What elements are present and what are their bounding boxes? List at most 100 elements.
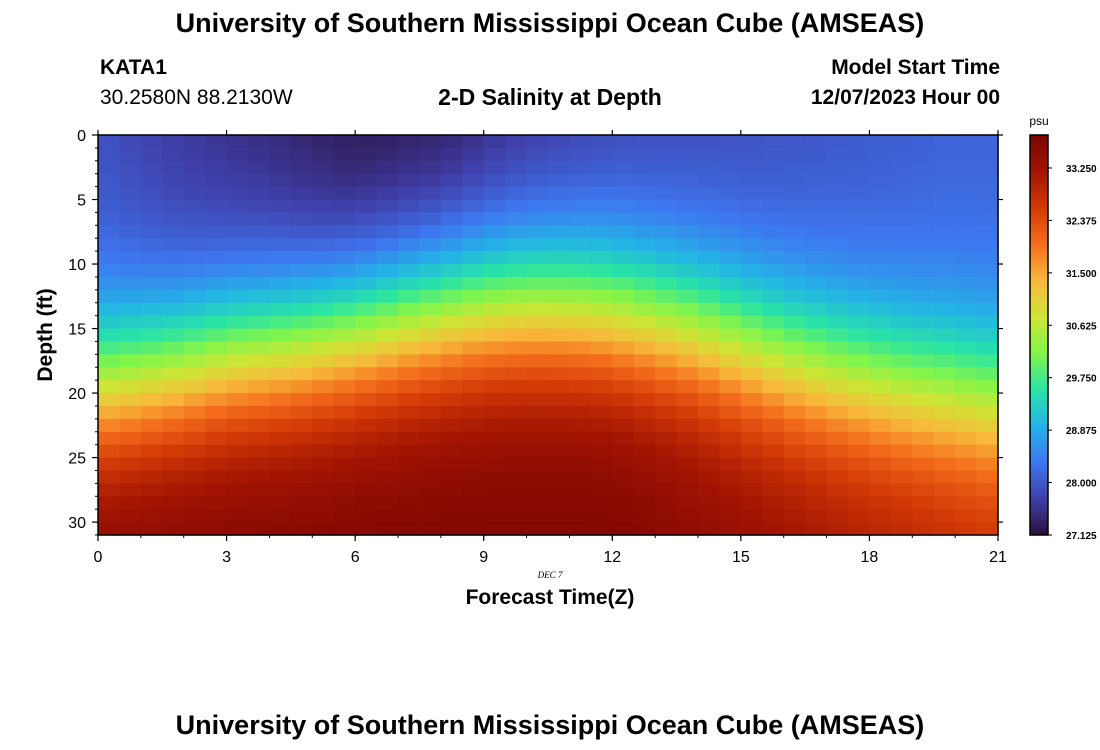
colorbar-tick-label: 30.625	[1066, 321, 1097, 332]
heatmap-cell	[419, 431, 442, 446]
heatmap-cell	[376, 405, 399, 420]
heatmap-cell	[355, 509, 378, 523]
heatmap-cell	[505, 470, 528, 484]
heatmap-cell	[590, 457, 613, 472]
heatmap-cell	[419, 367, 442, 381]
heatmap-cell	[783, 328, 806, 343]
heatmap-cell	[226, 160, 249, 175]
heatmap-cell	[183, 328, 206, 343]
heatmap-cell	[890, 212, 913, 226]
heatmap-cell	[119, 147, 142, 162]
heatmap-cell	[740, 328, 763, 343]
heatmap-cell	[655, 483, 678, 497]
heatmap-cell	[633, 328, 656, 343]
heatmap-cell	[140, 522, 163, 536]
heatmap-cell	[719, 199, 742, 214]
heatmap-cell	[612, 147, 635, 162]
heatmap-cell	[226, 509, 249, 523]
heatmap-cell	[162, 302, 185, 317]
heatmap-cell	[183, 276, 206, 291]
heatmap-cell	[826, 160, 849, 175]
heatmap-cell	[376, 470, 399, 484]
heatmap-cell	[869, 160, 892, 175]
heatmap-cell	[483, 328, 506, 343]
heatmap-cell	[890, 341, 913, 355]
heatmap-cell	[890, 509, 913, 523]
heatmap-cell	[912, 147, 935, 162]
heatmap-cell	[933, 418, 956, 433]
heatmap-cell	[912, 354, 935, 368]
heatmap-cell	[419, 522, 442, 536]
colorbar-tick-label: 27.125	[1066, 531, 1097, 542]
heatmap-cell	[783, 315, 806, 330]
heatmap-cell	[826, 367, 849, 381]
heatmap-cell	[719, 483, 742, 497]
heatmap-cell	[333, 496, 356, 510]
heatmap-cell	[698, 418, 721, 433]
x-tick-label: 12	[603, 549, 621, 566]
heatmap-cell	[655, 328, 678, 343]
heatmap-cell	[398, 289, 421, 304]
heatmap-cell	[848, 276, 871, 291]
heatmap-cell	[848, 444, 871, 459]
heatmap-cell	[569, 289, 592, 304]
heatmap-cell	[376, 212, 399, 226]
heatmap-cell	[848, 496, 871, 510]
heatmap-cell	[890, 457, 913, 472]
heatmap-cell	[590, 289, 613, 304]
heatmap-cell	[526, 431, 549, 446]
heatmap-cell	[740, 264, 763, 278]
heatmap-cell	[783, 418, 806, 433]
heatmap-cell	[333, 147, 356, 162]
heatmap-cell	[440, 302, 463, 317]
heatmap-cell	[162, 431, 185, 446]
heatmap-cell	[419, 225, 442, 239]
heatmap-cell	[162, 173, 185, 188]
heatmap-cell	[119, 173, 142, 188]
heatmap-cell	[783, 276, 806, 291]
heatmap-cell	[248, 470, 271, 484]
heatmap-cell	[762, 380, 785, 394]
heatmap-cell	[162, 160, 185, 175]
model-start-label: Model Start Time	[831, 56, 1000, 79]
heatmap-cell	[205, 354, 228, 368]
heatmap-cell	[698, 186, 721, 201]
heatmap-cell	[98, 367, 121, 381]
heatmap-cell	[762, 238, 785, 252]
heatmap-cell	[569, 393, 592, 407]
heatmap-cell	[440, 264, 463, 278]
heatmap-cell	[526, 225, 549, 239]
heatmap-cell	[655, 276, 678, 291]
heatmap-cell	[505, 405, 528, 420]
heatmap-cell	[805, 341, 828, 355]
heatmap-cell	[548, 212, 571, 226]
heatmap-cell	[805, 147, 828, 162]
heatmap-cell	[740, 147, 763, 162]
heatmap-cell	[955, 367, 978, 381]
heatmap-cell	[505, 444, 528, 459]
heatmap-cell	[98, 341, 121, 355]
heatmap-cell	[269, 431, 292, 446]
heatmap-cell	[783, 431, 806, 446]
heatmap-cell	[848, 470, 871, 484]
heatmap-cell	[633, 199, 656, 214]
heatmap-cell	[976, 354, 999, 368]
heatmap-cell	[462, 457, 485, 472]
heatmap-cell	[612, 405, 635, 420]
heatmap-cell	[98, 509, 121, 523]
heatmap-cell	[205, 199, 228, 214]
heatmap-cell	[890, 276, 913, 291]
heatmap-cell	[912, 186, 935, 201]
heatmap-cell	[698, 367, 721, 381]
heatmap-cell	[869, 238, 892, 252]
heatmap-cell	[698, 147, 721, 162]
heatmap-cell	[590, 251, 613, 265]
heatmap-cell	[912, 302, 935, 317]
heatmap-cell	[633, 225, 656, 239]
heatmap-cell	[676, 367, 699, 381]
heatmap-cell	[955, 160, 978, 175]
heatmap-cell	[376, 393, 399, 407]
heatmap-cell	[590, 483, 613, 497]
heatmap-cell	[290, 147, 313, 162]
heatmap-cell	[419, 147, 442, 162]
